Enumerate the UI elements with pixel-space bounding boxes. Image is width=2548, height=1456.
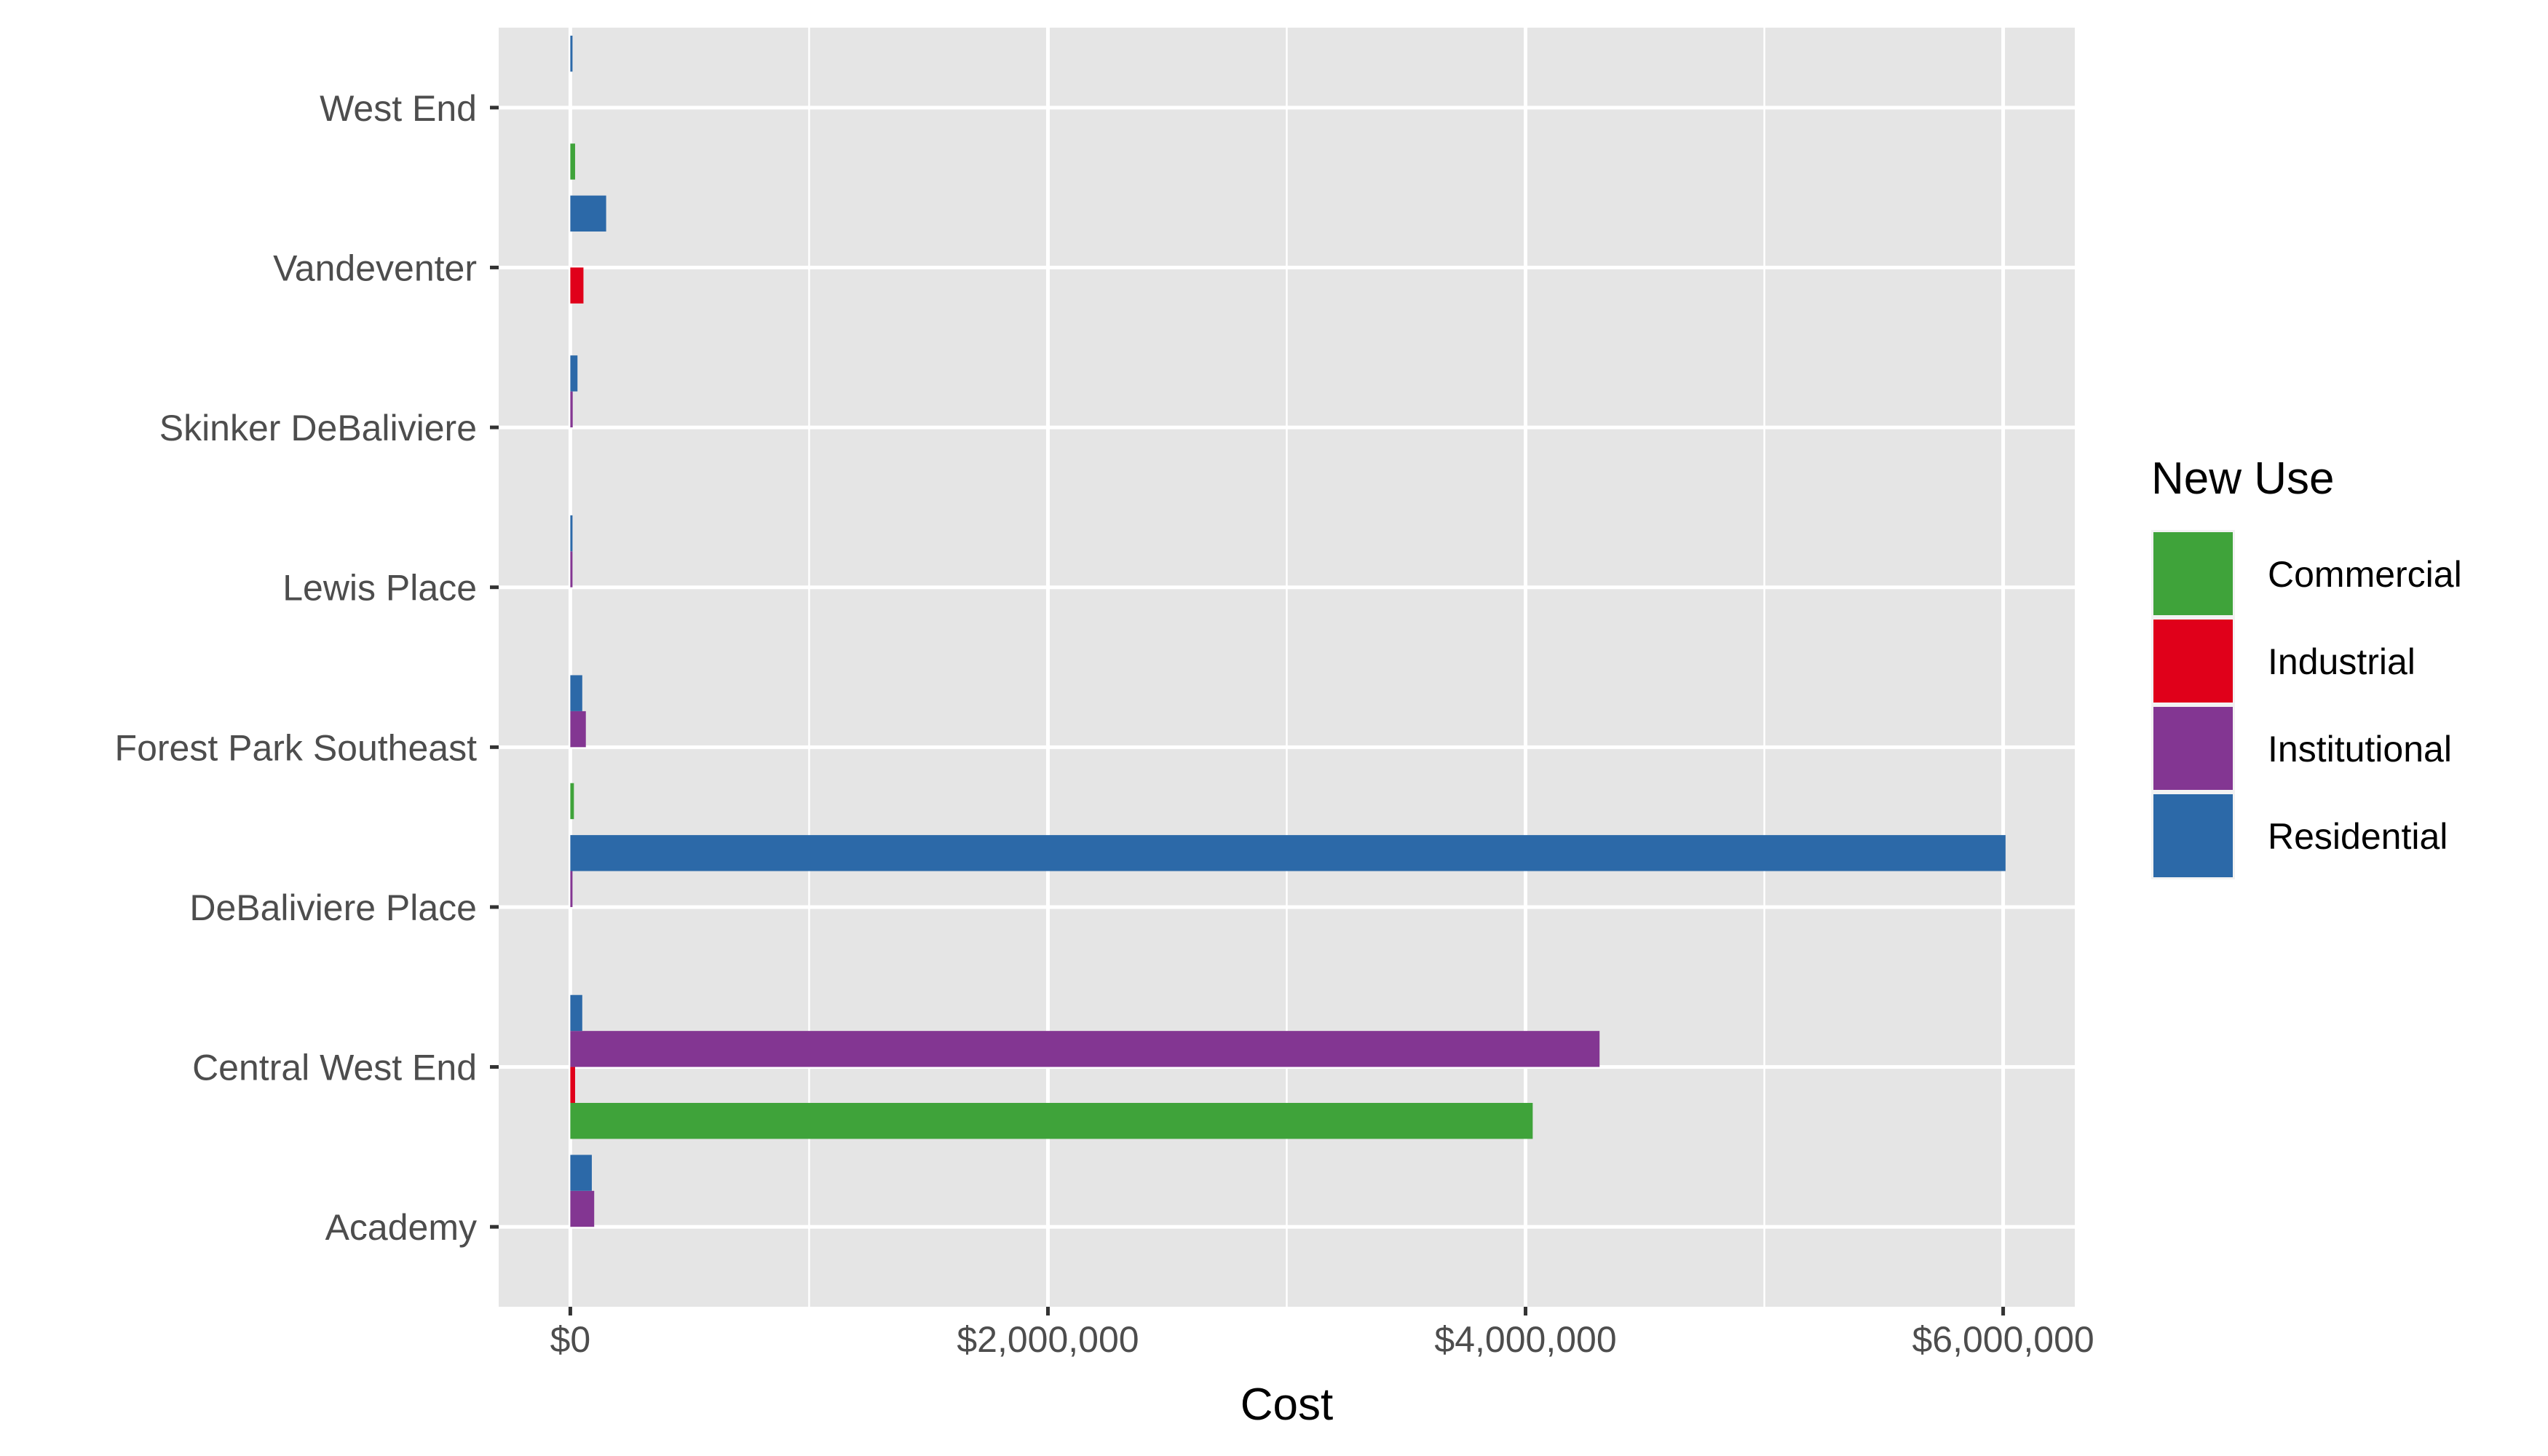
legend-title: New Use xyxy=(2151,454,2335,504)
legend-swatch-institutional xyxy=(2153,707,2233,790)
bar-debaliviere-place-residential xyxy=(570,835,2006,871)
bar-skinker-debaliviere-residential xyxy=(570,355,578,392)
y-tick-label: DeBaliviere Place xyxy=(189,887,477,928)
legend-swatch-industrial xyxy=(2153,620,2233,703)
legend-swatch-residential xyxy=(2153,794,2233,877)
y-tick-label: Lewis Place xyxy=(282,568,477,609)
y-tick-label: Skinker DeBaliviere xyxy=(159,408,477,448)
bar-skinker-debaliviere-institutional xyxy=(570,391,573,428)
bar-central-west-end-commercial xyxy=(570,1102,1533,1139)
bar-vandeventer-industrial xyxy=(570,267,584,304)
y-tick-label: Forest Park Southeast xyxy=(115,727,478,768)
x-tick-label: $0 xyxy=(550,1319,591,1360)
legend-label-institutional: Institutional xyxy=(2268,729,2452,769)
bar-academy-residential xyxy=(570,1155,592,1191)
bar-forest-park-southeast-commercial xyxy=(570,783,574,820)
x-tick-label: $2,000,000 xyxy=(957,1319,1139,1360)
legend-label-industrial: Industrial xyxy=(2268,641,2416,682)
y-tick-label: Vandeventer xyxy=(273,248,477,288)
legend-swatch-commercial xyxy=(2153,532,2233,615)
legend-label-residential: Residential xyxy=(2268,816,2448,857)
y-tick-label: Academy xyxy=(325,1207,477,1248)
bar-forest-park-southeast-residential xyxy=(570,675,582,711)
x-axis: $0 $2,000,000 $4,000,000 $6,000,000 xyxy=(550,1307,2094,1360)
bar-west-end-residential xyxy=(570,35,573,72)
bars-group xyxy=(570,35,2006,1227)
legend: New Use Commercial Industrial Institutiona… xyxy=(2151,454,2462,879)
bar-central-west-end-residential xyxy=(570,994,582,1032)
bar-academy-institutional xyxy=(570,1190,595,1227)
bar-lewis-place-institutional xyxy=(570,551,573,587)
bar-debaliviere-place-institutional xyxy=(570,871,573,907)
legend-label-commercial: Commercial xyxy=(2268,554,2462,595)
bar-vandeventer-residential xyxy=(570,195,606,232)
bar-central-west-end-institutional xyxy=(570,1031,1600,1067)
y-tick-label: West End xyxy=(320,88,477,129)
bar-west-end-commercial xyxy=(570,143,575,180)
bar-central-west-end-industrial xyxy=(570,1067,575,1103)
y-tick-label: Central West End xyxy=(192,1048,477,1088)
x-tick-label: $4,000,000 xyxy=(1434,1319,1616,1360)
plot-panel xyxy=(499,28,2075,1307)
x-axis-title: Cost xyxy=(1241,1380,1333,1430)
bar-lewis-place-residential xyxy=(570,515,573,552)
x-tick-label: $6,000,000 xyxy=(1912,1319,2094,1360)
y-axis: Academy Central West End DeBaliviere Place… xyxy=(115,88,499,1248)
bar-forest-park-southeast-institutional xyxy=(570,711,586,748)
